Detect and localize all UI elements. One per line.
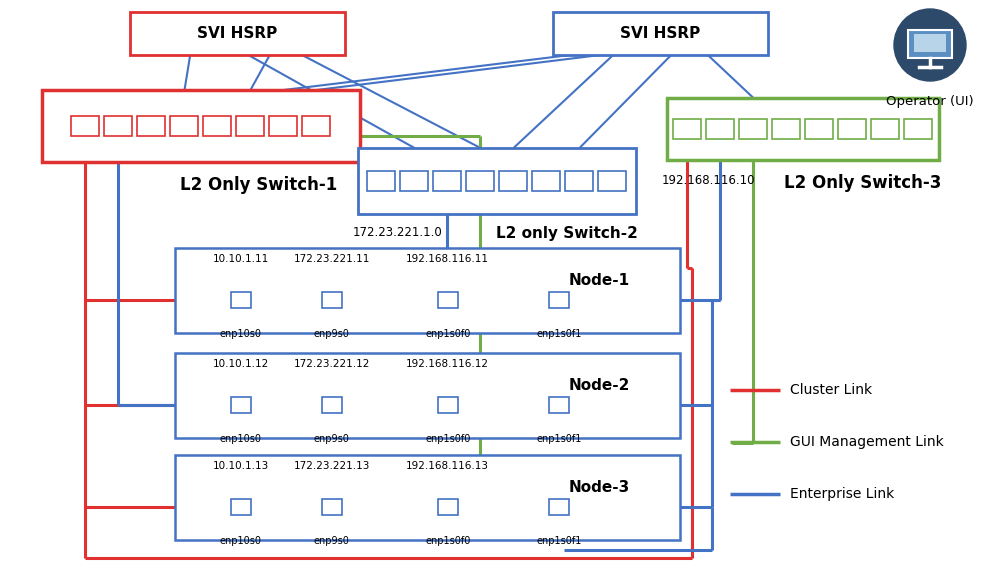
Bar (871, 119, 899, 139)
Bar (805, 119, 833, 139)
Text: L2 only Switch-2: L2 only Switch-2 (496, 226, 638, 241)
Bar (367, 171, 395, 191)
Text: 172.23.221.1.0: 172.23.221.1.0 (353, 226, 443, 239)
Text: 192.168.116.13: 192.168.116.13 (406, 461, 489, 471)
Bar (438, 397, 458, 413)
Bar (138, 116, 166, 136)
Bar (321, 499, 341, 515)
Bar (707, 119, 735, 139)
Text: enp10s0: enp10s0 (220, 434, 261, 444)
Bar (400, 171, 428, 191)
Bar (838, 119, 866, 139)
Text: enp9s0: enp9s0 (313, 536, 349, 545)
Text: enp1s0f1: enp1s0f1 (536, 536, 582, 545)
Text: enp1s0f1: enp1s0f1 (536, 329, 582, 339)
Bar (175, 248, 680, 333)
Text: 192.168.116.12: 192.168.116.12 (406, 359, 489, 369)
Bar (42, 90, 360, 162)
Text: L2 Only Switch-1: L2 Only Switch-1 (180, 176, 337, 194)
Bar (175, 353, 680, 438)
Bar (204, 116, 232, 136)
Bar (500, 171, 528, 191)
Text: 10.10.1.11: 10.10.1.11 (213, 254, 268, 264)
Text: 192.168.116.11: 192.168.116.11 (406, 254, 489, 264)
Bar (105, 116, 133, 136)
Text: SVI HSRP: SVI HSRP (621, 26, 701, 41)
Text: enp1s0f0: enp1s0f0 (425, 329, 470, 339)
Text: 172.23.221.11: 172.23.221.11 (293, 254, 369, 264)
Bar (231, 397, 250, 413)
Text: SVI HSRP: SVI HSRP (198, 26, 277, 41)
Text: 172.23.221.13: 172.23.221.13 (293, 461, 369, 471)
Bar (466, 171, 494, 191)
Text: enp10s0: enp10s0 (220, 536, 261, 545)
Text: enp1s0f0: enp1s0f0 (425, 536, 470, 545)
Text: enp9s0: enp9s0 (313, 329, 349, 339)
Text: L2 Only Switch-3: L2 Only Switch-3 (784, 174, 941, 192)
Bar (433, 171, 461, 191)
Bar (674, 119, 702, 139)
Text: Node-3: Node-3 (569, 480, 630, 495)
Bar (667, 98, 939, 160)
Text: Enterprise Link: Enterprise Link (790, 487, 894, 501)
Bar (438, 292, 458, 308)
Text: 172.23.221.12: 172.23.221.12 (293, 359, 369, 369)
Bar (130, 12, 345, 55)
Bar (269, 116, 297, 136)
Bar (566, 171, 594, 191)
Text: 10.10.1.13: 10.10.1.13 (213, 461, 268, 471)
Bar (358, 148, 636, 214)
Bar (772, 119, 800, 139)
Text: Node-1: Node-1 (569, 273, 630, 288)
Bar (72, 116, 100, 136)
Bar (321, 397, 341, 413)
Bar (237, 116, 264, 136)
Bar (171, 116, 199, 136)
Bar (908, 30, 952, 58)
Bar (904, 119, 932, 139)
Bar (914, 34, 946, 52)
Bar (175, 455, 680, 540)
Bar (549, 292, 569, 308)
Bar (740, 119, 767, 139)
Bar (553, 12, 768, 55)
Text: Node-2: Node-2 (569, 378, 630, 393)
Bar (302, 116, 330, 136)
Text: enp10s0: enp10s0 (220, 329, 261, 339)
Bar (321, 292, 341, 308)
Bar (549, 397, 569, 413)
Bar (599, 171, 627, 191)
Bar (231, 499, 250, 515)
Text: enp1s0f1: enp1s0f1 (536, 434, 582, 444)
Text: enp9s0: enp9s0 (313, 434, 349, 444)
Bar (438, 499, 458, 515)
Bar (549, 499, 569, 515)
Text: GUI Management Link: GUI Management Link (790, 435, 944, 449)
Text: enp1s0f0: enp1s0f0 (425, 434, 470, 444)
Text: Cluster Link: Cluster Link (790, 383, 872, 397)
Text: 192.168.116.10: 192.168.116.10 (662, 174, 755, 187)
Text: 10.10.1.12: 10.10.1.12 (213, 359, 268, 369)
Bar (231, 292, 250, 308)
Circle shape (894, 9, 966, 81)
Bar (533, 171, 561, 191)
Text: Operator (UI): Operator (UI) (886, 95, 974, 108)
